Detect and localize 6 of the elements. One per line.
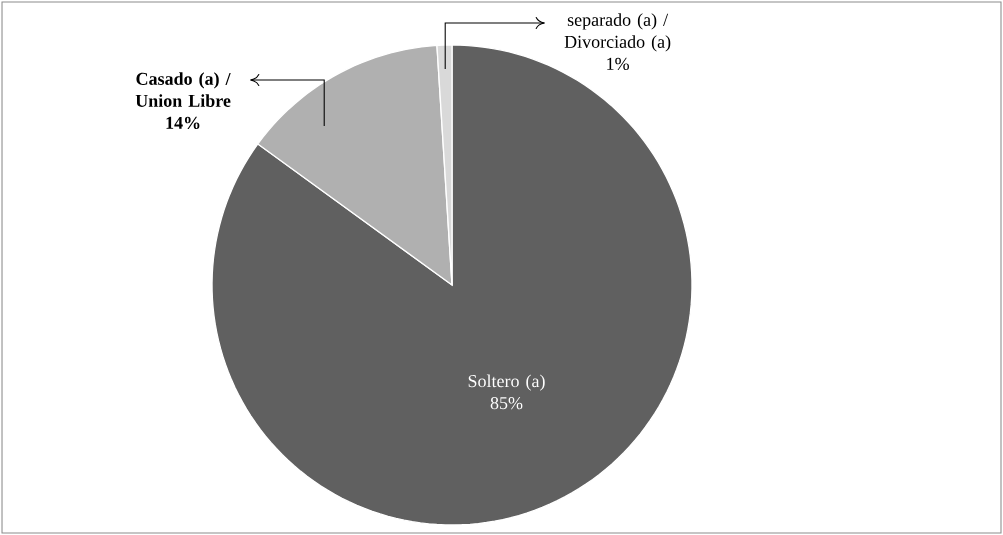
data-label: 14% [166,116,200,129]
data-label: 85% [490,397,523,410]
data-label: 1% [607,57,629,70]
slice-label: Soltero (a) [468,374,545,391]
slice-label: Casado (a) / Union Libre [135,72,231,107]
slice-label: separado (a) / Divorciado (a) [564,13,671,52]
